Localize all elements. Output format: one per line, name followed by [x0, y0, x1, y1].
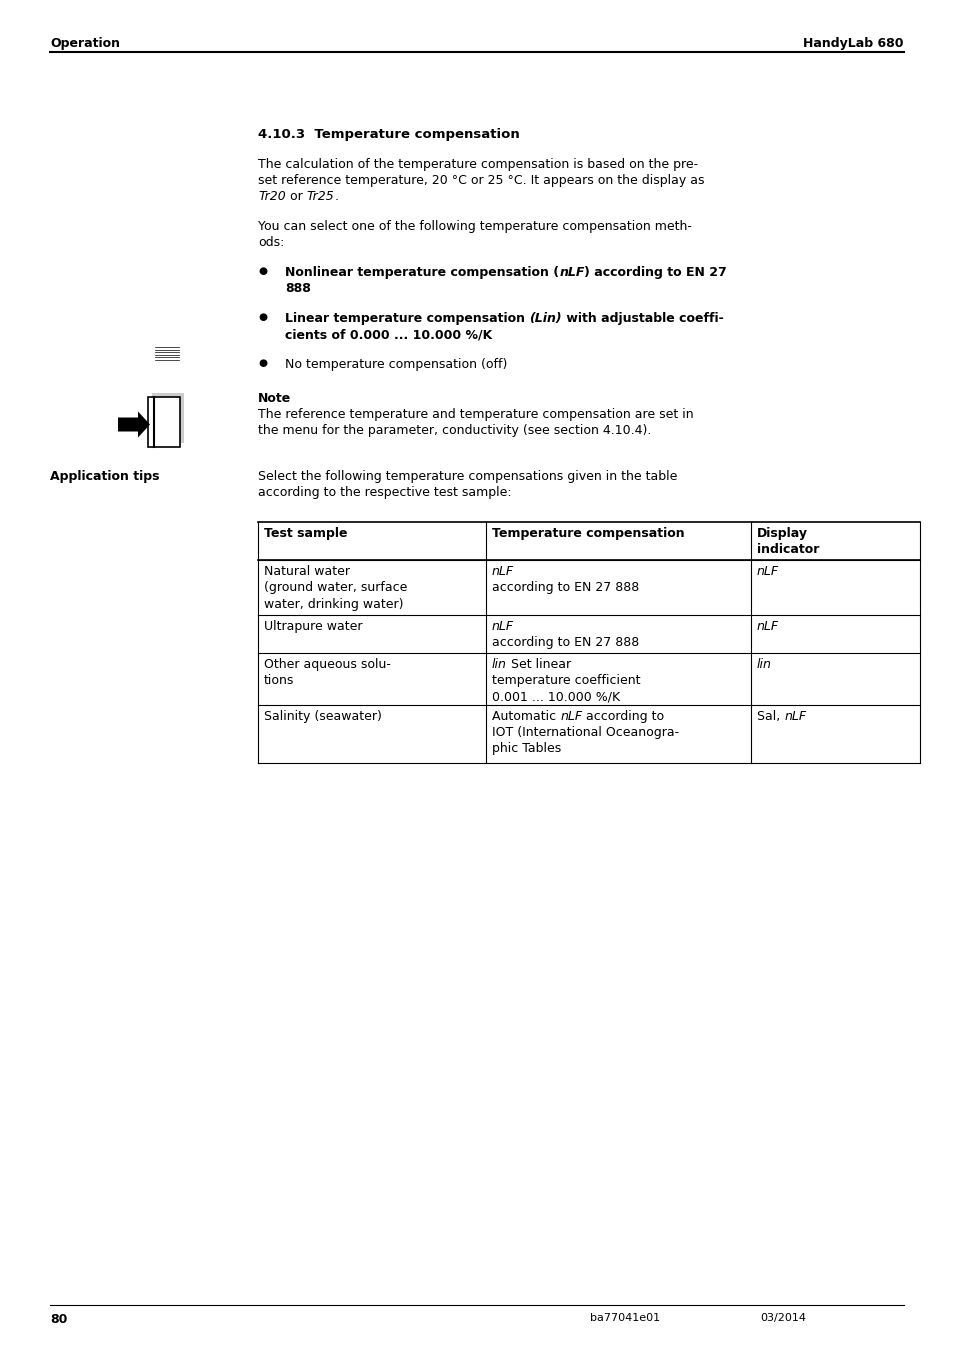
Text: according to EN 27 888: according to EN 27 888 [492, 580, 639, 594]
Text: ●: ● [257, 312, 267, 323]
Text: 888: 888 [285, 282, 311, 296]
Text: Display: Display [757, 526, 807, 540]
Text: the menu for the parameter, conductivity (see section 4.10.4).: the menu for the parameter, conductivity… [257, 424, 651, 437]
Text: or: or [286, 190, 306, 202]
Text: Sal,: Sal, [757, 710, 783, 724]
Bar [148, 397, 180, 447]
FancyBboxPatch shape [152, 393, 184, 443]
Text: Automatic: Automatic [492, 710, 559, 724]
Text: The calculation of the temperature compensation is based on the pre-: The calculation of the temperature compe… [257, 158, 698, 171]
Text: nLF: nLF [492, 566, 514, 578]
Text: Tr25: Tr25 [306, 190, 334, 202]
Text: lin: lin [757, 657, 771, 671]
Text: with adjustable coeffi-: with adjustable coeffi- [561, 312, 723, 325]
Text: set reference temperature, 20 °C or 25 °C. It appears on the display as: set reference temperature, 20 °C or 25 °… [257, 174, 703, 188]
Text: ba77041e01: ba77041e01 [589, 1314, 659, 1323]
Text: 03/2014: 03/2014 [760, 1314, 805, 1323]
Text: No temperature compensation (off): No temperature compensation (off) [285, 358, 507, 371]
Text: temperature coefficient: temperature coefficient [492, 674, 639, 687]
Text: ●: ● [257, 266, 267, 275]
Text: nLF: nLF [757, 620, 779, 633]
Text: Note: Note [257, 392, 291, 405]
Text: ●: ● [257, 358, 267, 369]
Text: ) according to EN 27: ) according to EN 27 [584, 266, 726, 279]
Text: lin: lin [492, 657, 506, 671]
Text: .: . [334, 190, 338, 202]
Text: Application tips: Application tips [50, 470, 159, 483]
Text: You can select one of the following temperature compensation meth-: You can select one of the following temp… [257, 220, 691, 234]
Text: Linear temperature compensation: Linear temperature compensation [285, 312, 529, 325]
Text: 0.001 ... 10.000 %/K: 0.001 ... 10.000 %/K [492, 690, 619, 703]
Text: nLF: nLF [492, 620, 514, 633]
Text: Temperature compensation: Temperature compensation [492, 526, 684, 540]
Text: Test sample: Test sample [264, 526, 347, 540]
Text: Ultrapure water: Ultrapure water [264, 620, 362, 633]
Text: cients of 0.000 ... 10.000 %/K: cients of 0.000 ... 10.000 %/K [285, 328, 492, 342]
Polygon shape [118, 412, 150, 437]
Text: Tr20: Tr20 [257, 190, 286, 202]
Text: (Lin): (Lin) [529, 312, 561, 325]
Text: Natural water
(ground water, surface
water, drinking water): Natural water (ground water, surface wat… [264, 566, 407, 612]
Text: HandyLab 680: HandyLab 680 [802, 36, 903, 50]
Text: according to EN 27 888: according to EN 27 888 [492, 636, 639, 649]
Text: Select the following temperature compensations given in the table: Select the following temperature compens… [257, 470, 677, 483]
Text: Other aqueous solu-
tions: Other aqueous solu- tions [264, 657, 391, 687]
Text: according to the respective test sample:: according to the respective test sample: [257, 486, 511, 500]
Text: IOT (International Oceanogra-: IOT (International Oceanogra- [492, 726, 679, 738]
Text: according to: according to [581, 710, 663, 724]
Text: ods:: ods: [257, 236, 284, 248]
Text: nLF: nLF [757, 566, 779, 578]
Text: nLF: nLF [558, 266, 584, 279]
Text: indicator: indicator [757, 543, 819, 556]
Text: 4.10.3  Temperature compensation: 4.10.3 Temperature compensation [257, 128, 519, 140]
Text: Set linear: Set linear [506, 657, 571, 671]
Text: 80: 80 [50, 1314, 68, 1326]
Text: nLF: nLF [783, 710, 805, 724]
Text: Nonlinear temperature compensation (: Nonlinear temperature compensation ( [285, 266, 558, 279]
Text: The reference temperature and temperature compensation are set in: The reference temperature and temperatur… [257, 408, 693, 421]
Text: phic Tables: phic Tables [492, 743, 560, 755]
Text: Salinity (seawater): Salinity (seawater) [264, 710, 381, 724]
Text: Operation: Operation [50, 36, 120, 50]
Text: nLF: nLF [559, 710, 581, 724]
